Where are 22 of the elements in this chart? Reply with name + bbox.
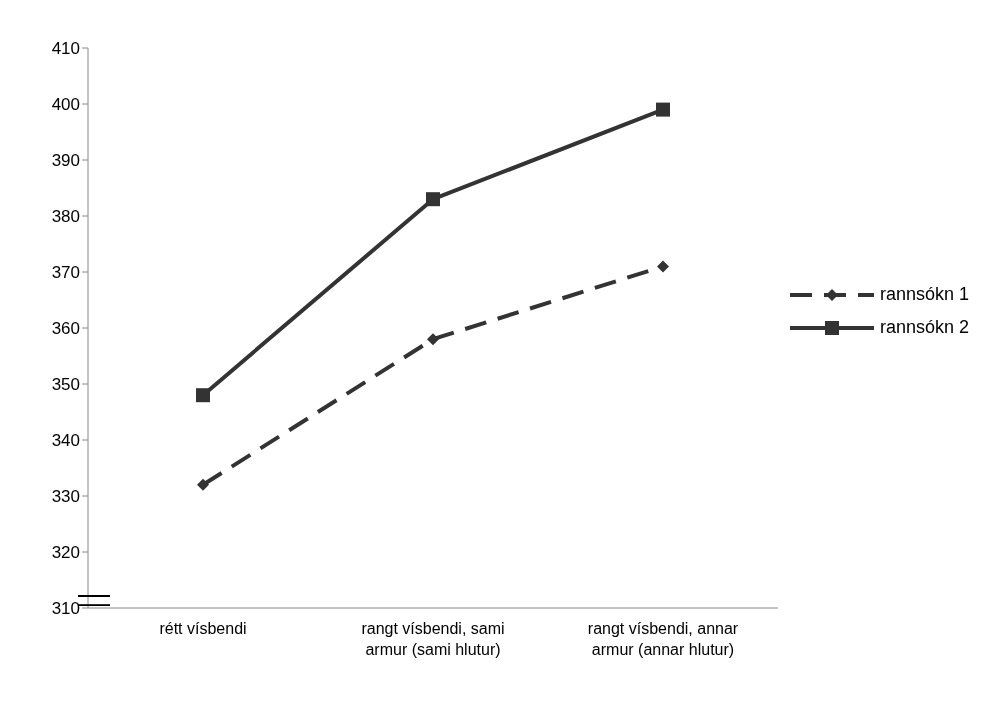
point xyxy=(656,102,670,117)
y-tick-label: 350 xyxy=(51,375,80,395)
y-tick-label: 320 xyxy=(51,543,80,563)
y-tick-label: 310 xyxy=(51,599,80,619)
point xyxy=(657,260,669,273)
y-tick-label: 400 xyxy=(51,95,80,115)
y-tick-label: 340 xyxy=(51,431,80,451)
point xyxy=(427,333,439,346)
x-tick-label: rétt vísbendi xyxy=(159,620,247,637)
x-tick-label: rangt vísbendi, annar armur (annar hlutur) xyxy=(587,620,739,658)
y-tick-label: 370 xyxy=(51,263,80,283)
point xyxy=(196,388,210,403)
point xyxy=(197,478,209,491)
y-tick-label: 380 xyxy=(51,207,80,227)
y-tick-label: 330 xyxy=(51,487,80,507)
x-tick-label: rangt vísbendi, sami armur (sami hlutur) xyxy=(361,620,505,658)
legend-label: rannsókn 2 xyxy=(880,317,970,338)
y-tick-label: 410 xyxy=(51,39,80,59)
y-tick-label: 360 xyxy=(51,319,80,339)
point xyxy=(426,192,440,207)
y-tick-label: 390 xyxy=(51,151,80,171)
legend-label: rannsókn 1 xyxy=(880,284,970,305)
